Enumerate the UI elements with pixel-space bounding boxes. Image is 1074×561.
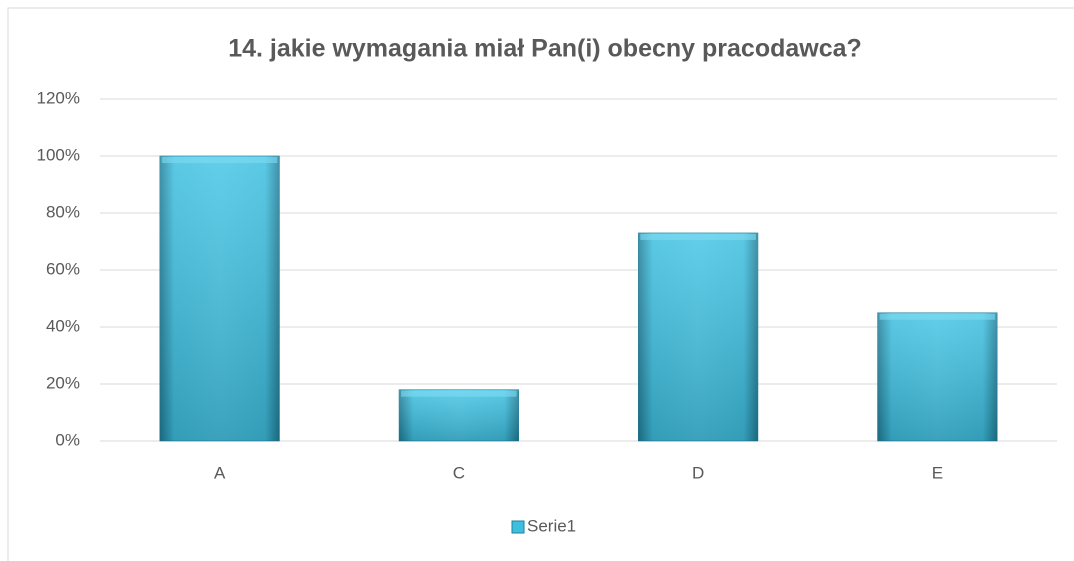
- x-tick-label: C: [453, 463, 465, 482]
- bar: [159, 155, 280, 442]
- bar: [638, 232, 759, 442]
- bar: [398, 389, 519, 442]
- y-tick-label: 80%: [46, 202, 80, 221]
- bar: [877, 312, 998, 442]
- y-tick-label: 20%: [46, 373, 80, 392]
- x-tick-label: D: [692, 463, 704, 482]
- legend-swatch: [511, 520, 525, 534]
- y-tick-label: 40%: [46, 316, 80, 335]
- legend-label: Serie1: [527, 516, 576, 535]
- y-tick-label: 120%: [37, 88, 80, 107]
- chart-title: 14. jakie wymagania miał Pan(i) obecny p…: [228, 35, 862, 63]
- y-tick-label: 60%: [46, 259, 80, 278]
- x-tick-label: A: [214, 463, 226, 482]
- x-tick-label: E: [932, 463, 943, 482]
- y-tick-label: 0%: [55, 430, 80, 449]
- y-tick-label: 100%: [37, 145, 80, 164]
